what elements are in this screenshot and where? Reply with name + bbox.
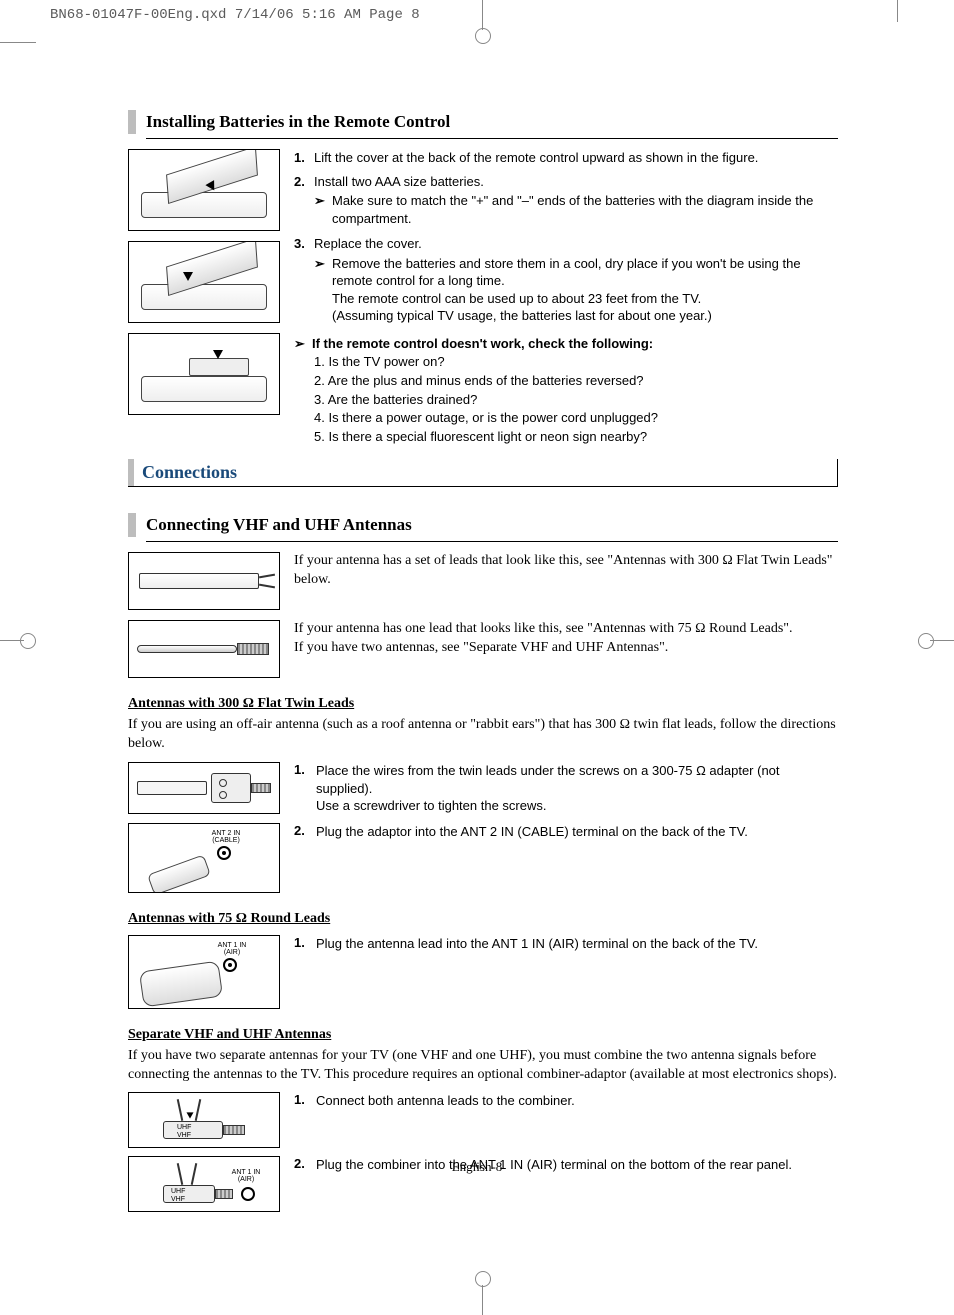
step-body: Plug the antenna lead into the ANT 1 IN … — [316, 935, 838, 1009]
step-body: Place the wires from the twin leads unde… — [316, 762, 838, 815]
page: BN68-01047F-00Eng.qxd 7/14/06 5:16 AM Pa… — [0, 0, 954, 1315]
crop-mark-left — [0, 630, 42, 650]
section2-rule — [146, 541, 838, 542]
step-3-extra1: The remote control can be used up to abo… — [332, 290, 838, 308]
section1-rule — [146, 138, 838, 139]
troubleshooting: ➢ If the remote control doesn't work, ch… — [294, 335, 838, 445]
section2-title: Connecting VHF and UHF Antennas — [146, 515, 412, 537]
section1-title-row: Installing Batteries in the Remote Contr… — [128, 110, 838, 134]
fig-label: ANT 1 IN (AIR) — [207, 942, 257, 956]
connections-heading-box: Connections — [128, 459, 838, 487]
antenna-para2b: If you have two antennas, see "Separate … — [294, 639, 838, 658]
trouble-item: 2. Are the plus and minus ends of the ba… — [314, 372, 838, 390]
battery-figures — [128, 149, 280, 445]
sub300-step2-row: ANT 2 IN (CABLE) 2. Plug the adaptor int… — [128, 823, 838, 893]
antenna-section: Connecting VHF and UHF Antennas If your … — [128, 513, 838, 1212]
figure-75-plug: ANT 1 IN (AIR) — [128, 935, 280, 1009]
trim-line-v — [897, 0, 898, 22]
sub300-intro: If you are using an off-air antenna (suc… — [128, 716, 838, 754]
subSep-step1-row: UHF VHF 1. Connect both antenna leads to… — [128, 1092, 838, 1148]
trouble-title: If the remote control doesn't work, chec… — [312, 335, 653, 353]
title-bar — [128, 513, 136, 537]
subSep-title: Separate VHF and UHF Antennas — [128, 1027, 838, 1043]
step-num: 1. — [294, 935, 316, 1009]
figure-round-lead — [128, 620, 280, 678]
step-body: Connect both antenna leads to the combin… — [316, 1092, 838, 1148]
crop-mark-bottom — [472, 1273, 492, 1315]
step-num: 1. — [294, 1092, 316, 1148]
figure-remote-3 — [128, 333, 280, 415]
trouble-item: 3. Are the batteries drained? — [314, 391, 838, 409]
step-3-extra2: (Assuming typical TV usage, the batterie… — [332, 307, 838, 325]
step-body: Plug the adaptor into the ANT 2 IN (CABL… — [316, 823, 838, 893]
step-1: 1. Lift the cover at the back of the rem… — [294, 149, 838, 167]
step-2-note: ➢ Make sure to match the "+" and "–" end… — [314, 192, 838, 227]
connections-title: Connections — [142, 462, 831, 483]
battery-text: 1. Lift the cover at the back of the rem… — [294, 149, 838, 445]
fig-label: ANT 2 IN (CABLE) — [201, 830, 251, 844]
sub75-step1-row: ANT 1 IN (AIR) 1. Plug the antenna lead … — [128, 935, 838, 1009]
figure-remote-2 — [128, 241, 280, 323]
figure-flat-lead — [128, 552, 280, 610]
step-2-body: Install two AAA size batteries. — [314, 174, 484, 189]
section1-title: Installing Batteries in the Remote Contr… — [146, 112, 450, 134]
sub300-step1-row: 1. Place the wires from the twin leads u… — [128, 762, 838, 815]
trim-line-h — [0, 42, 36, 43]
figure-sep-combiner: UHF VHF — [128, 1092, 280, 1148]
crop-mark-right — [912, 630, 954, 650]
antenna-row-1: If your antenna has a set of leads that … — [128, 552, 838, 610]
content-area: Installing Batteries in the Remote Contr… — [128, 110, 838, 1212]
subSep-intro: If you have two separate antennas for yo… — [128, 1047, 838, 1085]
step-2: 2. Install two AAA size batteries. ➢ Mak… — [294, 173, 838, 228]
page-footer: English-8 — [0, 1159, 954, 1175]
trouble-item: 5. Is there a special fluorescent light … — [314, 428, 838, 446]
sub300-title: Antennas with 300 Ω Flat Twin Leads — [128, 696, 838, 712]
battery-block: 1. Lift the cover at the back of the rem… — [128, 149, 838, 445]
trouble-item: 1. Is the TV power on? — [314, 353, 838, 371]
title-bar — [128, 110, 136, 134]
antenna-para1: If your antenna has a set of leads that … — [294, 552, 838, 610]
antenna-para2a: If your antenna has one lead that looks … — [294, 620, 838, 639]
step-num: 1. — [294, 762, 316, 815]
crop-mark-top — [472, 0, 492, 42]
step-3: 3. Replace the cover. ➢ Remove the batte… — [294, 235, 838, 325]
step-3-body: Replace the cover. — [314, 236, 422, 251]
step-3-note: ➢ Remove the batteries and store them in… — [314, 255, 838, 290]
figure-300-adapter — [128, 762, 280, 814]
figure-remote-1 — [128, 149, 280, 231]
figure-300-plug: ANT 2 IN (CABLE) — [128, 823, 280, 893]
trouble-item: 4. Is there a power outage, or is the po… — [314, 409, 838, 427]
print-header: BN68-01047F-00Eng.qxd 7/14/06 5:16 AM Pa… — [50, 7, 420, 23]
step-num: 2. — [294, 823, 316, 893]
antenna-row-2: If your antenna has one lead that looks … — [128, 620, 838, 678]
sub75-title: Antennas with 75 Ω Round Leads — [128, 911, 838, 927]
